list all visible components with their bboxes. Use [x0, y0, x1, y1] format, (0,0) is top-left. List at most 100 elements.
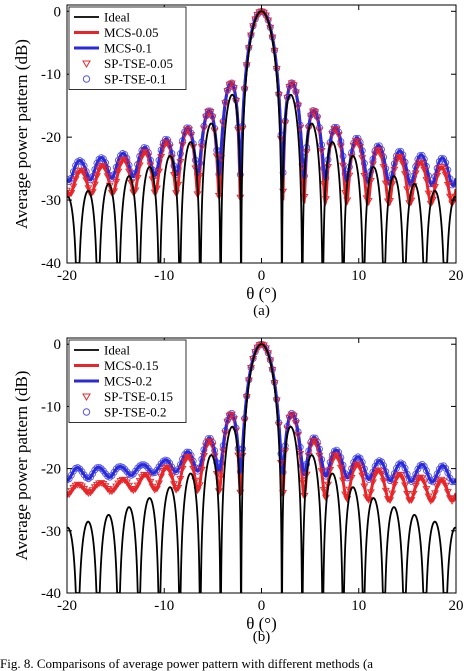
legend-box: [68, 6, 187, 90]
series-sp-tse-0-15-marker-161: [407, 497, 416, 504]
series-sp-tse-0-15-marker-130: [341, 491, 350, 499]
series-sp-tse-0-05-marker-167: [420, 166, 429, 174]
series-sp-tse-0-15-marker-38: [144, 474, 153, 482]
x-tick-label-4: 20: [449, 598, 464, 614]
series-sp-tse-0-15-marker-165: [416, 474, 425, 482]
series-sp-tse-0-15-marker-94: [264, 350, 273, 358]
series-sp-tse-0-15-marker-162: [409, 490, 418, 498]
series-sp-tse-0-15-marker-139: [360, 483, 369, 491]
series-sp-tse-0-05-marker-47: [163, 139, 172, 147]
series-sp-tse-0-15-marker-153: [390, 481, 399, 489]
y-tick-label-3: -30: [41, 193, 61, 209]
series-sp-tse-0-15-marker-87: [249, 355, 258, 363]
series-sp-tse-0-05-marker-169: [424, 190, 433, 198]
series-sp-tse-0-15-marker-53: [176, 476, 185, 483]
series-sp-tse-0-15-marker-138: [358, 472, 367, 480]
series-sp-tse-0-15-marker-175: [437, 476, 446, 484]
y-tick-label-4: -40: [41, 586, 61, 602]
series-sp-tse-0-15-marker-17: [99, 481, 108, 488]
y-tick-label-2: -20: [41, 462, 61, 478]
series-sp-tse-0-15-marker-95: [266, 357, 275, 365]
legend-entry-sp-tse-0-1-swatch: [82, 75, 91, 83]
x-tick-label-0: -20: [57, 598, 77, 614]
series-sp-tse-0-05-marker-2: [67, 190, 76, 197]
series-sp-tse-0-05-marker-147: [377, 153, 386, 161]
legend-entry-sp-tse-0-05-label: SP-TSE-0.05: [104, 56, 173, 71]
chart-panel-a: -20 -10 0 10 20 0 -10 -20 -30 -40 Average power pa…: [12, 4, 464, 319]
series-sp-tse-0-05-marker-38: [144, 153, 153, 161]
series-sp-tse-0-05-marker-57: [184, 126, 193, 134]
series-sp-tse-0-15-marker-44: [157, 473, 166, 481]
series-sp-tse-0-15-marker-90: [255, 342, 264, 349]
series-sp-tse-0-05-marker-117: [313, 115, 322, 123]
series-sp-tse-0-05-marker-67: [206, 109, 215, 116]
series-sp-tse-0-05-marker-5: [73, 170, 82, 178]
series-sp-tse-0-05-marker-109: [296, 125, 305, 132]
series-sp-tse-0-05-marker-75: [223, 88, 232, 95]
series-sp-tse-0-05-marker-4: [71, 176, 80, 184]
series-sp-tse-0-15-marker-28: [122, 479, 131, 487]
y-tick-label-1: -10: [41, 399, 61, 415]
series-sp-tse-0-15-marker-30: [127, 486, 136, 493]
series-sp-tse-0-15-marker-22: [110, 486, 119, 494]
series-sp-tse-0-05-marker-58: [187, 132, 196, 139]
legend: IdealMCS-0.05MCS-0.1SP-TSE-0.05SP-TSE-0.…: [68, 6, 187, 90]
series-sp-tse-0-05-marker-107: [291, 89, 300, 97]
series-sp-tse-0-05-marker-178: [443, 181, 452, 189]
series-sp-tse-0-05-marker-164: [413, 162, 422, 170]
y-tick-label-3: -30: [41, 524, 61, 540]
series-sp-tse-0-15-marker-78: [229, 415, 238, 423]
series-sp-tse-0-15-marker-0: [67, 492, 71, 499]
series-sp-tse-0-15-marker-73: [219, 448, 228, 456]
series-sp-tse-0-15-marker-107: [291, 420, 300, 427]
series-sp-tse-0-05-marker-115: [309, 108, 318, 116]
series-sp-tse-0-15-marker-57: [184, 454, 193, 461]
series-sp-tse-0-15-marker-173: [433, 483, 442, 491]
series-sp-tse-0-05-marker-159: [403, 186, 412, 194]
series-sp-tse-0-05-marker-28: [122, 160, 131, 168]
series-sp-tse-0-15-marker-65: [202, 443, 211, 451]
series-sp-tse-0-05-marker-148: [379, 164, 388, 171]
series-sp-tse-0-05-marker-64: [199, 125, 208, 133]
series-sp-tse-0-15-marker-149: [381, 487, 390, 495]
series-sp-tse-0-15-marker-171: [428, 496, 437, 504]
series-sp-tse-0-05-marker-168: [422, 177, 431, 184]
y-axis-label: Average power pattern (dB): [12, 371, 31, 561]
series-sp-tse-0-15-marker-54: [178, 465, 187, 473]
series-sp-tse-0-05-marker-116: [311, 109, 320, 117]
legend: IdealMCS-0.15MCS-0.2SP-TSE-0.15SP-TSE-0.…: [68, 339, 187, 423]
series-sp-tse-0-05-marker-163: [411, 170, 420, 178]
series-sp-tse-0-2-marker-161: [408, 478, 415, 485]
series-sp-tse-0-05-marker-8: [80, 171, 89, 178]
series-sp-tse-0-05-marker-23: [112, 179, 121, 186]
series-sp-tse-0-05-marker-19: [103, 173, 112, 181]
subfigure-label: (a): [253, 303, 270, 319]
series-sp-tse-0-2-marker-33: [134, 464, 142, 472]
series-sp-tse-0-15-marker-118: [315, 452, 324, 460]
series-sp-tse-0-15-marker-150: [383, 496, 392, 503]
series-sp-tse-0-05-marker-33: [133, 175, 142, 182]
series-sp-tse-0-05-marker-12: [88, 189, 97, 196]
series-sp-tse-0-15-marker-104: [285, 415, 294, 422]
figure-caption: Fig. 8. Comparisons of average power pat…: [0, 656, 373, 671]
series-sp-tse-0-05-marker-108: [294, 102, 303, 110]
series-sp-tse-0-05-marker-94: [264, 17, 273, 25]
series-sp-tse-0-05-marker-3: [69, 183, 78, 191]
y-tick-label-0: 0: [54, 337, 62, 353]
series-sp-tse-0-15-marker-49: [167, 473, 176, 481]
series-sp-tse-0-05-marker-37: [142, 149, 151, 156]
x-tick-label-3: 10: [351, 598, 366, 614]
series-sp-tse-0-05-marker-175: [437, 164, 446, 171]
series-sp-tse-0-2-marker-1: [67, 475, 73, 483]
series-sp-tse-0-15-marker-23: [112, 483, 121, 491]
y-tick-label-1: -10: [41, 67, 61, 83]
series-sp-tse-0-15-marker-159: [403, 491, 412, 498]
series-sp-tse-0-15-marker-39: [146, 478, 155, 486]
series-sp-tse-0-05-marker-15: [95, 166, 104, 174]
series-sp-tse-0-15-marker-129: [339, 477, 347, 485]
series-sp-tse-0-05-marker-14: [92, 173, 101, 180]
series-sp-tse-0-15-marker-120: [319, 487, 328, 494]
series-sp-tse-0-05-marker-155: [394, 154, 403, 161]
series-sp-tse-0-15-marker-105: [287, 411, 296, 419]
series-sp-tse-0-15-marker-177: [441, 482, 450, 490]
